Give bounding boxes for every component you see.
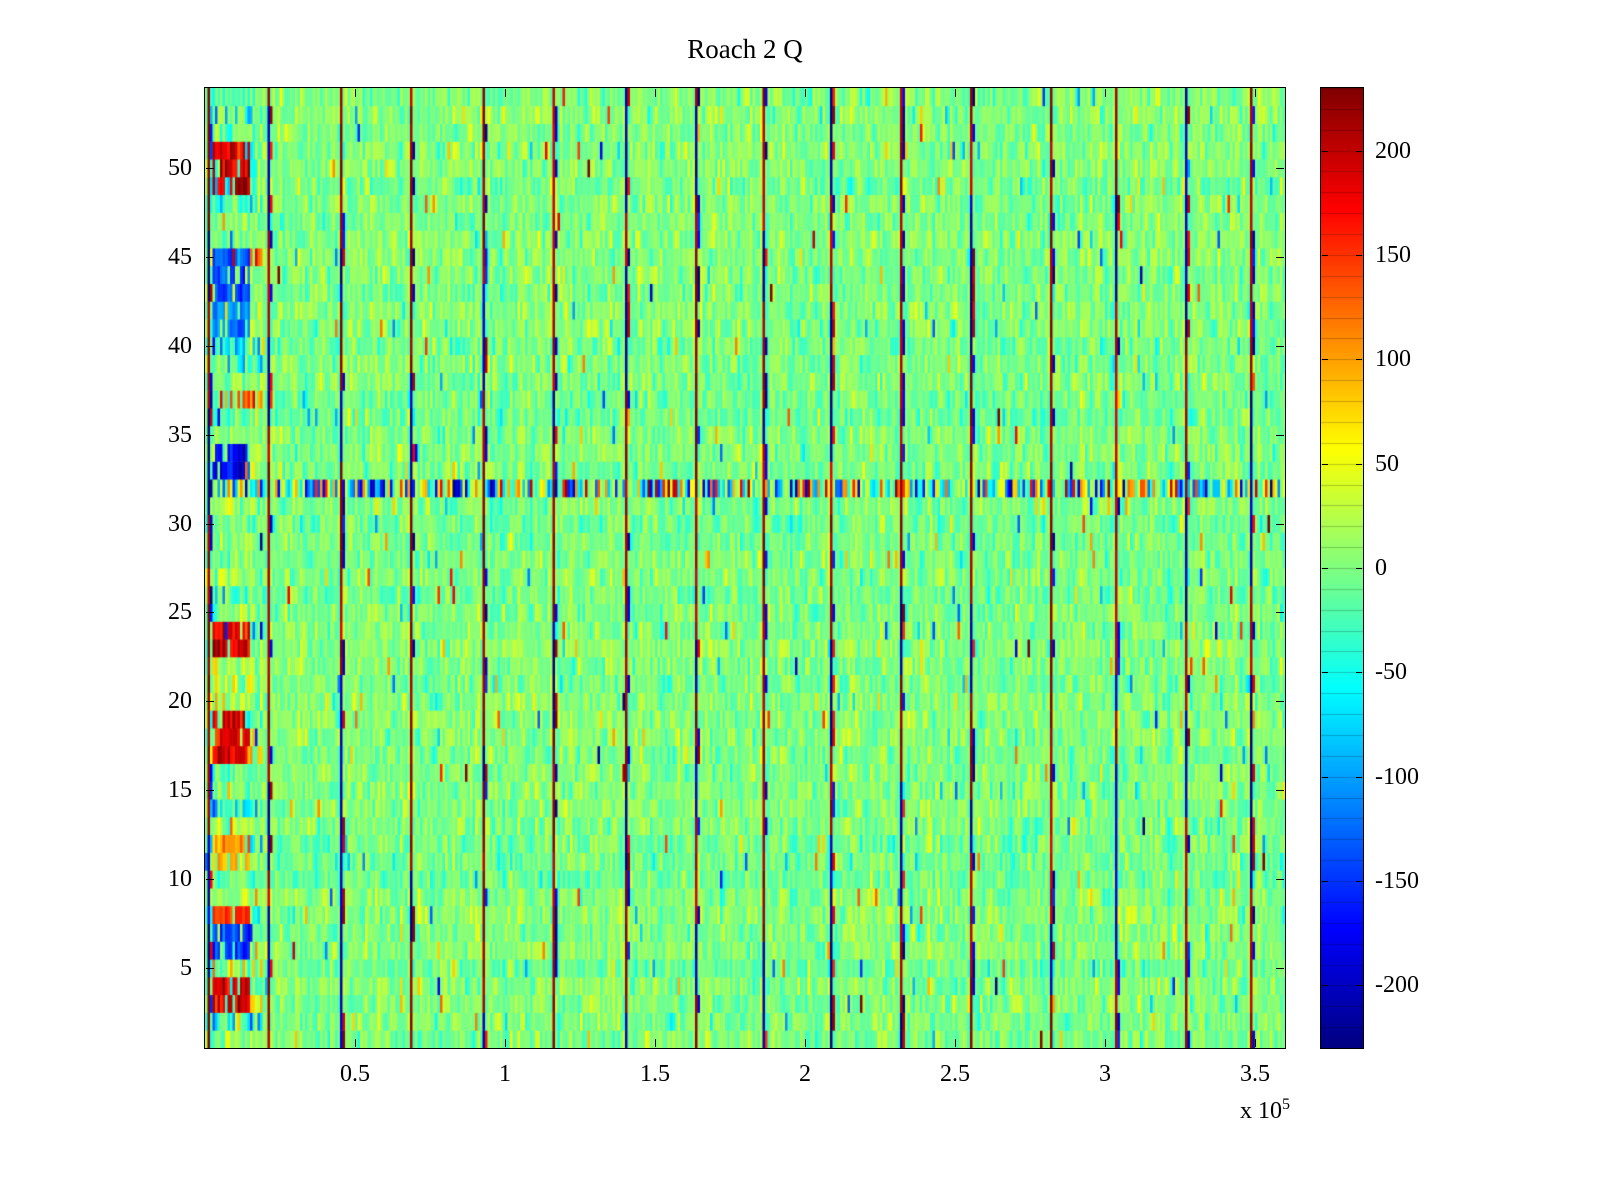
x-tick-mark [1255,1039,1256,1047]
colorbar-tick-label: -100 [1375,763,1419,790]
y-tick-label: 30 [168,510,192,537]
y-tick-label: 45 [168,243,192,270]
colorbar-tick-label: 50 [1375,450,1399,477]
colorbar-tick-mark [1356,568,1362,569]
colorbar-tick-mark [1322,359,1328,361]
y-tick-mark [1276,168,1284,169]
x-tick-mark [355,1039,356,1047]
y-tick-mark [206,256,214,258]
y-tick-mark [206,612,214,614]
colorbar-tick-label: -50 [1375,659,1407,686]
x-tick-label: 1.5 [640,1061,670,1087]
x-tick-mark [805,1039,806,1047]
x-tick-label: 3 [1099,1061,1111,1087]
colorbar-tick-mark [1356,150,1362,152]
colorbar-tick-mark [1322,776,1328,778]
y-tick-label: 25 [168,599,192,626]
y-tick-mark [206,345,214,347]
y-tick-label: 15 [168,777,192,804]
x-tick-mark [1255,89,1256,97]
colorbar-tick-mark [1356,254,1362,256]
y-tick-label: 40 [168,332,192,359]
colorbar-tick-mark [1322,881,1328,883]
x-tick-mark [1105,1039,1106,1047]
x-tick-label: 3.5 [1240,1061,1270,1087]
y-tick-mark [1276,701,1284,703]
x-tick-mark [355,89,356,97]
x-tick-mark [805,89,806,97]
colorbar-tick-mark [1322,568,1328,569]
colorbar-tick-label: 100 [1375,346,1411,373]
y-tick-mark [1276,968,1284,969]
colorbar-tick-label: 200 [1375,137,1411,164]
x-tick-mark [505,89,506,97]
y-tick-mark [1276,345,1284,347]
heatmap-canvas [205,88,1285,1048]
colorbar-tick-mark [1356,672,1362,674]
colorbar-tick-mark [1356,359,1362,361]
x-tick-label: 2.5 [940,1061,970,1087]
y-tick-mark [206,434,214,436]
colorbar-tick-mark [1356,985,1362,987]
colorbar-tick-mark [1322,672,1328,674]
x-tick-label: 0.5 [340,1061,370,1087]
y-tick-mark [1276,612,1284,614]
colorbar-tick-label: -200 [1375,972,1419,999]
x-tick-mark [955,1039,956,1047]
x-tick-mark [655,89,656,97]
y-tick-label: 35 [168,421,192,448]
colorbar-tick-mark [1356,463,1362,465]
x-tick-mark [955,89,956,97]
y-tick-mark [206,968,214,969]
y-tick-mark [206,523,214,525]
x-tick-label: 1 [499,1061,511,1087]
colorbar-tick-mark [1322,985,1328,987]
y-tick-label: 5 [180,955,192,981]
y-tick-mark [206,790,214,792]
colorbar-tick-mark [1322,254,1328,256]
x-axis-scale-exponent: 5 [1282,1096,1290,1113]
y-tick-mark [206,701,214,703]
y-tick-label: 50 [168,155,192,181]
chart-title: Roach 2 Q [687,34,803,64]
colorbar-tick-label: -150 [1375,868,1419,895]
x-tick-mark [655,1039,656,1047]
y-tick-mark [1276,790,1284,792]
x-tick-mark [1105,89,1106,97]
y-tick-mark [1276,434,1284,436]
colorbar-tick-label: 0 [1375,555,1387,581]
y-tick-mark [1276,879,1284,881]
x-axis-scale-base: x 10 [1240,1098,1282,1124]
colorbar-tick-mark [1322,150,1328,152]
y-tick-mark [206,168,214,169]
x-axis-scale-label: x 105 [1150,1096,1290,1125]
heatmap-plot [204,87,1286,1049]
colorbar-tick-mark [1356,776,1362,778]
y-tick-mark [1276,256,1284,258]
y-tick-label: 20 [168,688,192,715]
y-tick-label: 10 [168,866,192,893]
x-tick-mark [505,1039,506,1047]
colorbar-tick-mark [1356,881,1362,883]
x-tick-label: 2 [799,1061,811,1087]
y-tick-mark [206,879,214,881]
colorbar-tick-mark [1322,463,1328,465]
colorbar-tick-label: 150 [1375,241,1411,268]
y-tick-mark [1276,523,1284,525]
